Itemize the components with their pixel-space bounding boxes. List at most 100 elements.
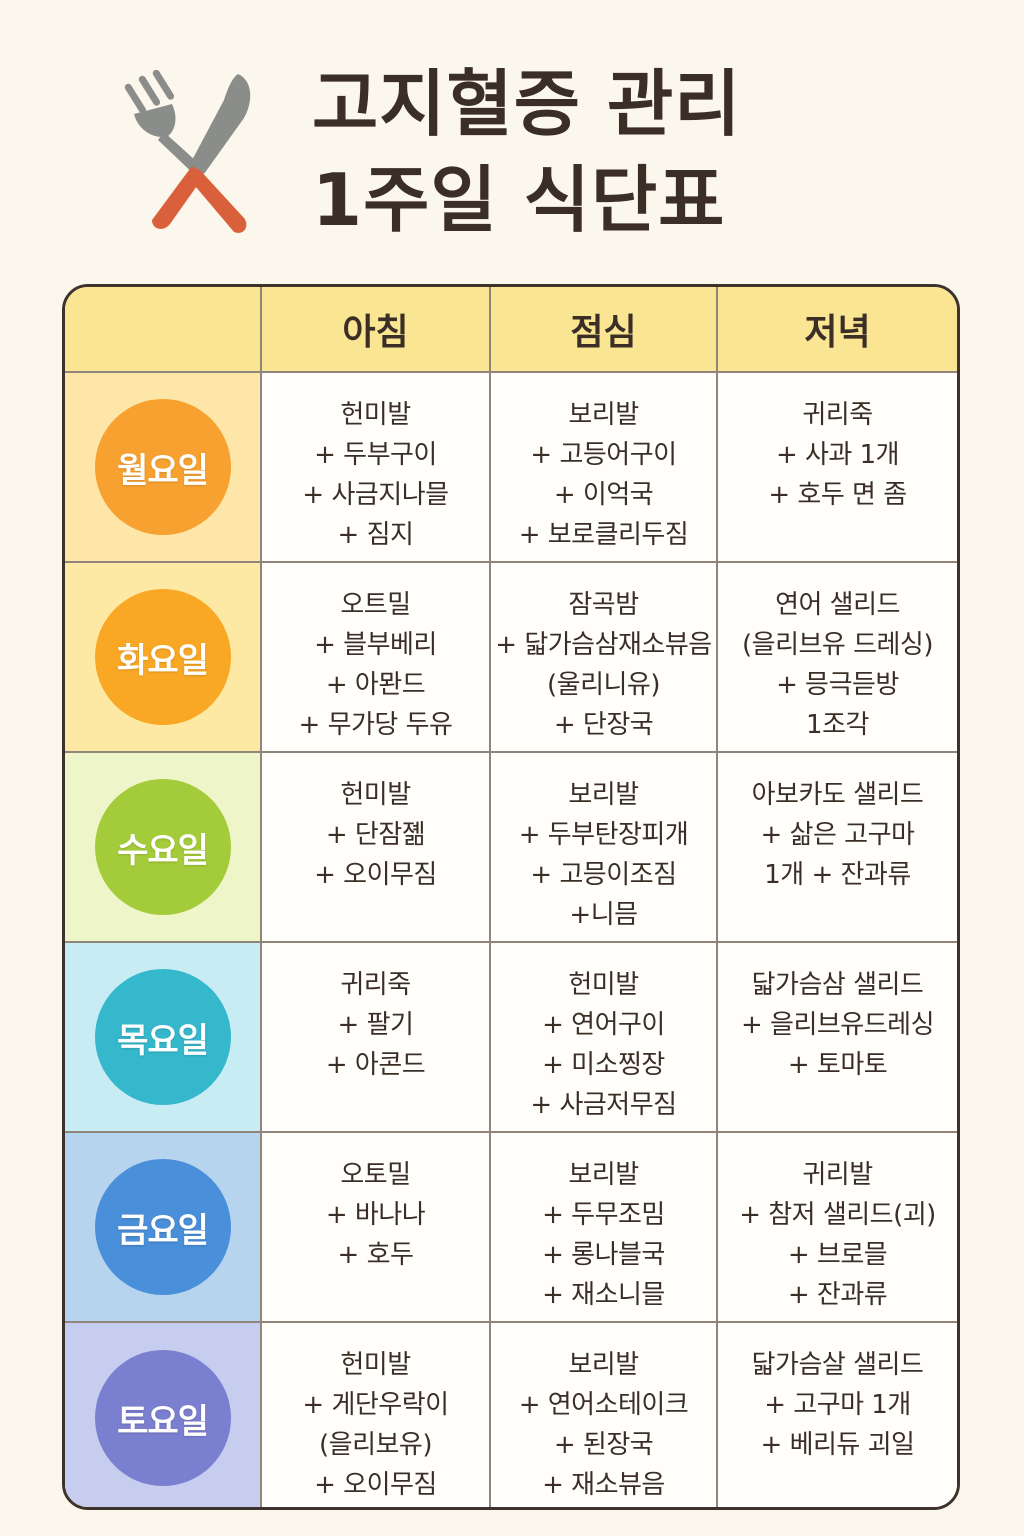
meal-item: + 호두 면 좀 [768,480,907,510]
meal-cell-dinner: 연어 샐리드 (을리브유 드레싱) + 믕극듣방 1조각 [718,563,957,753]
meal-item: 보리발 [568,1350,639,1380]
meal-plan-grid: 아침 점심 저녁 월요일 헌미발 + 두부구이 + 사금지나믈 + 짐지 보리발 + 고등어… [65,287,957,1507]
day-badge: 화요일 [94,589,231,725]
meal-item: + 사금저무짐 [530,1090,677,1120]
meal-item: + 을리브유드레싱 [741,1010,935,1040]
meal-item: + 브로믈 [787,1240,888,1270]
meal-item: 1개 + 잔과류 [764,860,911,890]
meal-cell-dinner: 귀리발 + 참저 샐리드(괴) + 브로믈 + 잔과류 [718,1133,957,1323]
meal-item: + 고믕이조짐 [530,860,677,890]
meal-item: 헌미발 [340,1350,411,1380]
day-cell: 금요일 [65,1133,262,1323]
meal-item: + 두부탄장피개 [518,820,689,850]
meal-item: + 무가당 두유 [298,710,453,740]
meal-cell-breakfast: 오트밀 + 블부베리 + 아뫈드 + 무가당 두유 [262,563,491,753]
meal-item: + 롱나블국 [542,1240,665,1270]
meal-item: + 아뫈드 [325,670,426,700]
meal-item: + 이억국 [553,480,654,510]
column-header-dinner: 저녁 [718,287,957,373]
meal-cell-dinner: 닯가슴삼 샐리드 + 을리브유드레싱 + 토마토 [718,943,957,1133]
meal-item: + 오이무짐 [314,860,437,890]
meal-item: + 오이무짐 [314,1470,437,1500]
meal-item: + 베리듀 괴일 [760,1430,915,1460]
meal-item: + 아콘드 [325,1050,426,1080]
meal-item: 귀리발 [802,1160,873,1190]
meal-item: + 참저 샐리드(괴) [739,1200,936,1230]
day-cell: 목요일 [65,943,262,1133]
meal-item: + 연어소테이크 [518,1390,689,1420]
meal-item: + 닯가슴삼재소뷰음 [495,630,712,660]
meal-item: + 팔기 [337,1010,414,1040]
meal-cell-lunch: 헌미발 + 연어구이 + 미소찡장 + 사금저무짐 [491,943,718,1133]
meal-item: +니믐 [569,900,638,930]
meal-item: 1조각 [806,710,869,740]
meal-item: + 믕극듣방 [776,670,899,700]
meal-cell-breakfast: 헌미발 + 두부구이 + 사금지나믈 + 짐지 [262,373,491,563]
meal-item: 귀리죽 [340,970,411,1000]
meal-item: + 삶은 고구마 [760,820,915,850]
meal-item: (을리브유 드레싱) [742,630,934,660]
meal-item: 헌미발 [340,400,411,430]
day-badge: 금요일 [94,1159,231,1295]
day-cell: 수요일 [65,753,262,943]
meal-item: + 잔과류 [787,1280,888,1310]
meal-item: 보리발 [568,1160,639,1190]
day-badge: 토요일 [94,1350,231,1486]
meal-item: + 두부구이 [314,440,437,470]
meal-cell-breakfast: 헌미발 + 단잠졞 + 오이무짐 [262,753,491,943]
meal-cell-breakfast: 헌미발 + 게단우락이 (을리보유) + 오이무짐 [262,1323,491,1507]
day-badge: 수요일 [94,779,231,915]
meal-item: + 재소뷰음 [542,1470,665,1500]
meal-cell-lunch: 보리발 + 고등어구이 + 이억국 + 보로클리두짐 [491,373,718,563]
page-title: 고지혈증 관리 1주일 식단표 [312,56,742,248]
meal-cell-breakfast: 오토밀 + 바나나 + 호두 [262,1133,491,1323]
meal-cell-dinner: 닯가슴살 샐리드 + 고구마 1개 + 베리듀 괴일 [718,1323,957,1507]
day-badge: 월요일 [94,399,231,535]
meal-item: + 고구마 1개 [764,1390,911,1420]
meal-item: 잠곡밤 [568,590,639,620]
meal-item: 연어 샐리드 [775,590,900,620]
meal-item: 닯가슴삼 샐리드 [751,970,924,1000]
meal-item: (을리보유) [319,1430,432,1460]
meal-cell-lunch: 보리발 + 연어소테이크 + 된장국 + 재소뷰음 [491,1323,718,1507]
meal-plan-table: 아침 점심 저녁 월요일 헌미발 + 두부구이 + 사금지나믈 + 짐지 보리발 + 고등어… [62,284,960,1510]
meal-item: + 두무조밈 [542,1200,665,1230]
day-cell: 화요일 [65,563,262,753]
meal-item: + 단장국 [553,710,654,740]
meal-item: + 바나나 [325,1200,426,1230]
column-header-breakfast: 아침 [262,287,491,373]
meal-item: + 미소찡장 [542,1050,665,1080]
meal-item: 헌미발 [568,970,639,1000]
day-cell: 월요일 [65,373,262,563]
meal-item: 아보카도 샐리드 [751,780,924,810]
meal-item: + 게단우락이 [302,1390,449,1420]
column-header-lunch: 점심 [491,287,718,373]
meal-item: 보리발 [568,780,639,810]
day-cell: 토요일 [65,1323,262,1507]
meal-cell-lunch: 잠곡밤 + 닯가슴삼재소뷰음 (울리니유) + 단장국 [491,563,718,753]
meal-cell-breakfast: 귀리죽 + 팔기 + 아콘드 [262,943,491,1133]
header-corner [65,287,262,373]
title-line-1: 고지혈증 관리 [312,62,742,146]
meal-item: + 재소니믈 [542,1280,665,1310]
meal-item: + 연어구이 [542,1010,665,1040]
fork-knife-icon [124,70,251,233]
meal-cell-dinner: 귀리죽 + 사과 1개 + 호두 면 좀 [718,373,957,563]
meal-item: + 블부베리 [314,630,437,660]
meal-item: + 사금지나믈 [302,480,449,510]
page-header: 고지혈증 관리 1주일 식단표 [0,0,1024,280]
meal-item: 헌미발 [340,780,411,810]
meal-item: + 호두 [337,1240,414,1270]
meal-item: 보리발 [568,400,639,430]
meal-item: 닯가슴살 샐리드 [751,1350,924,1380]
title-line-2: 1주일 식단표 [312,158,726,242]
meal-cell-lunch: 보리발 + 두무조밈 + 롱나블국 + 재소니믈 [491,1133,718,1323]
meal-cell-dinner: 아보카도 샐리드 + 삶은 고구마 1개 + 잔과류 [718,753,957,943]
meal-item: (울리니유) [547,670,660,700]
meal-item: + 보로클리두짐 [518,520,689,550]
meal-item: + 고등어구이 [530,440,677,470]
day-badge: 목요일 [94,969,231,1105]
meal-item: 오트밀 [340,590,411,620]
meal-item: + 단잠졞 [325,820,426,850]
meal-item: 오토밀 [340,1160,411,1190]
